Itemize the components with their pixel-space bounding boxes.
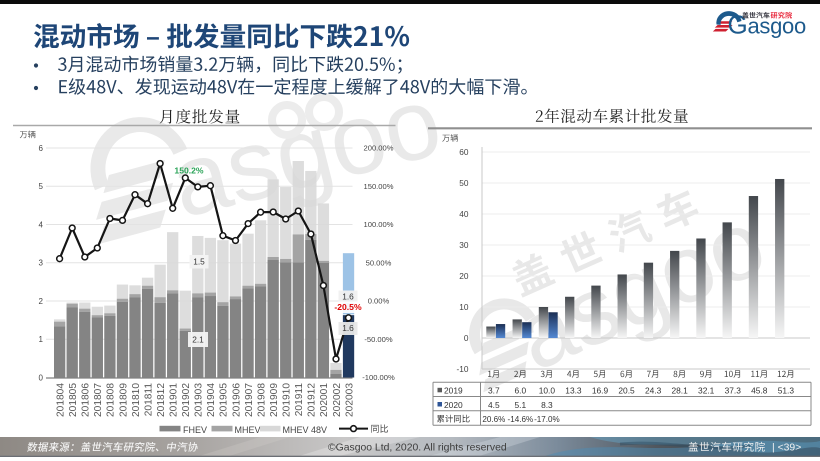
- svg-text:5.1: 5.1: [515, 400, 527, 410]
- svg-text:202003: 202003: [344, 383, 355, 417]
- svg-text:24.3: 24.3: [645, 386, 662, 396]
- svg-text:6.0: 6.0: [515, 386, 527, 396]
- svg-text:| <39>: | <39>: [772, 442, 801, 453]
- svg-text:1: 1: [39, 335, 44, 344]
- svg-text:45.8: 45.8: [751, 386, 768, 396]
- svg-text:8.3: 8.3: [541, 400, 553, 410]
- svg-text:16.9: 16.9: [592, 386, 609, 396]
- svg-text:1.5: 1.5: [193, 257, 205, 267]
- svg-text:6: 6: [39, 144, 44, 153]
- svg-text:0: 0: [464, 333, 469, 343]
- svg-text:201810: 201810: [131, 383, 142, 417]
- svg-text:201902: 201902: [181, 383, 192, 417]
- svg-text:10.0: 10.0: [539, 386, 556, 396]
- svg-text:-100.00%: -100.00%: [362, 373, 395, 382]
- svg-text:201907: 201907: [244, 383, 255, 417]
- svg-text:2.1: 2.1: [192, 335, 204, 345]
- svg-text:FHEV: FHEV: [183, 425, 207, 435]
- svg-text:201903: 201903: [194, 383, 205, 417]
- svg-text:201901: 201901: [169, 383, 180, 417]
- svg-text:202001: 202001: [319, 383, 330, 417]
- svg-text:-10: -10: [457, 364, 469, 374]
- svg-text:3.7: 3.7: [488, 386, 500, 396]
- svg-text:51.3: 51.3: [778, 386, 795, 396]
- svg-text:201804: 201804: [55, 383, 66, 417]
- svg-text:100.00%: 100.00%: [364, 220, 394, 229]
- svg-text:37.3: 37.3: [725, 386, 742, 396]
- svg-text:2: 2: [39, 297, 44, 306]
- svg-text:-14.6%: -14.6%: [508, 415, 534, 424]
- svg-text:202002: 202002: [332, 383, 343, 417]
- svg-text:13.3: 13.3: [565, 386, 582, 396]
- svg-text:50.00%: 50.00%: [366, 258, 392, 267]
- svg-text:201806: 201806: [81, 383, 92, 417]
- svg-text:150.2%: 150.2%: [174, 166, 204, 176]
- svg-text:201910: 201910: [282, 383, 293, 417]
- svg-text:4: 4: [39, 220, 44, 229]
- svg-text:201906: 201906: [231, 383, 242, 417]
- svg-text:201805: 201805: [68, 383, 79, 417]
- svg-text:201811: 201811: [143, 383, 154, 417]
- svg-text:201909: 201909: [269, 383, 280, 417]
- svg-text:28.1: 28.1: [671, 386, 688, 396]
- svg-text:1.6: 1.6: [342, 323, 354, 333]
- svg-text:©Gasgoo Ltd, 2020. All rights: ©Gasgoo Ltd, 2020. All rights reserved: [328, 443, 507, 454]
- svg-text:2019: 2019: [444, 386, 463, 396]
- svg-text:10: 10: [459, 302, 469, 312]
- svg-text:-17.0%: -17.0%: [534, 415, 560, 424]
- svg-text:200.00%: 200.00%: [364, 144, 394, 153]
- svg-text:32.1: 32.1: [698, 386, 715, 396]
- svg-text:20: 20: [459, 271, 469, 281]
- svg-text:201807: 201807: [93, 383, 104, 417]
- svg-text:5: 5: [39, 182, 44, 191]
- svg-text:2020: 2020: [444, 400, 463, 410]
- svg-text:201809: 201809: [118, 383, 129, 417]
- svg-text:-50.00%: -50.00%: [364, 335, 393, 344]
- svg-text:30: 30: [459, 240, 469, 250]
- svg-text:201812: 201812: [156, 383, 167, 417]
- svg-text:0: 0: [39, 373, 44, 382]
- svg-text:20.6%: 20.6%: [482, 415, 505, 424]
- svg-text:MHEV 48V: MHEV 48V: [283, 425, 328, 435]
- svg-text:MHEV: MHEV: [235, 425, 261, 435]
- svg-text:201905: 201905: [219, 383, 230, 417]
- svg-text:150.00%: 150.00%: [364, 182, 394, 191]
- svg-text:50: 50: [459, 178, 469, 188]
- svg-text:201911: 201911: [294, 383, 305, 417]
- svg-text:4.5: 4.5: [488, 400, 500, 410]
- svg-text:60: 60: [459, 147, 469, 157]
- svg-text:201912: 201912: [307, 383, 318, 417]
- svg-text:3: 3: [39, 259, 44, 268]
- svg-text:201904: 201904: [206, 383, 217, 417]
- svg-text:201808: 201808: [106, 383, 117, 417]
- svg-text:40: 40: [459, 209, 469, 219]
- svg-text:-20.5%: -20.5%: [334, 302, 362, 312]
- svg-text:201908: 201908: [256, 383, 267, 417]
- svg-text:20.5: 20.5: [618, 386, 635, 396]
- svg-text:0.00%: 0.00%: [368, 297, 390, 306]
- svg-text:1.6: 1.6: [342, 292, 354, 302]
